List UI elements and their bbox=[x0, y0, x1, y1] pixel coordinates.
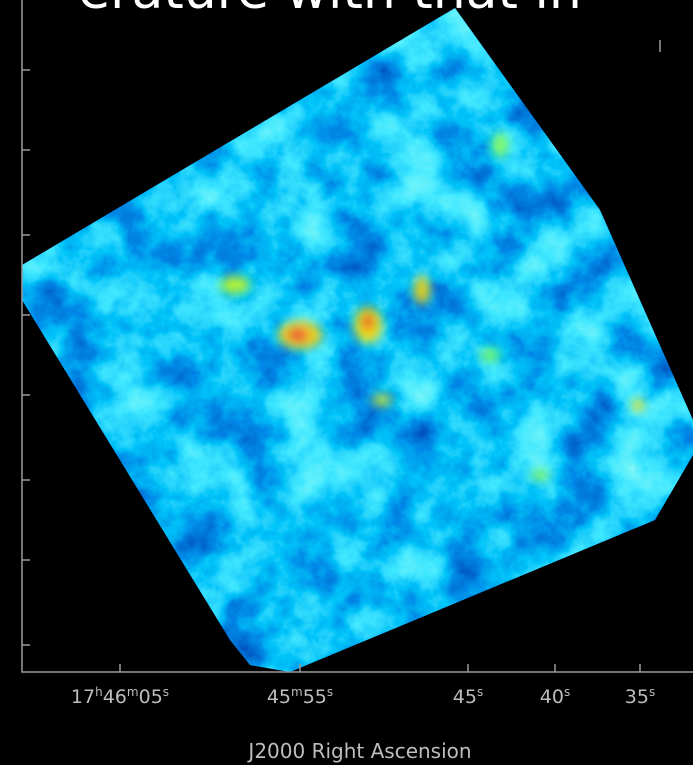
tick-unit: s bbox=[163, 685, 169, 699]
tick-unit: m bbox=[291, 685, 303, 699]
tick-value: 05 bbox=[139, 686, 163, 708]
tick-unit: s bbox=[327, 685, 333, 699]
tick-value: 35 bbox=[625, 686, 649, 708]
tick-value: 45 bbox=[453, 686, 477, 708]
cut-title: erature with that in bbox=[78, 0, 582, 21]
page: erature with that in J2000 Right Ascensi… bbox=[0, 0, 693, 765]
x-tick-label: 40s bbox=[540, 685, 570, 708]
tick-value: 17 bbox=[71, 686, 95, 708]
tick-unit: s bbox=[564, 685, 570, 699]
tick-value: 55 bbox=[303, 686, 327, 708]
tick-unit: h bbox=[95, 685, 103, 699]
sky-image bbox=[0, 0, 693, 680]
x-tick-label: 45s bbox=[453, 685, 483, 708]
x-tick-label: 35s bbox=[625, 685, 655, 708]
tick-unit: m bbox=[127, 685, 139, 699]
x-tick-label: 17h46m05s bbox=[71, 685, 169, 708]
x-axis-label: J2000 Right Ascension bbox=[246, 739, 471, 763]
tick-unit: s bbox=[477, 685, 483, 699]
tick-value: 40 bbox=[540, 686, 564, 708]
tick-value: 46 bbox=[103, 686, 127, 708]
tick-value: 45 bbox=[267, 686, 291, 708]
tick-unit: s bbox=[649, 685, 655, 699]
figure: erature with that in J2000 Right Ascensi… bbox=[0, 0, 693, 765]
x-tick-label: 45m55s bbox=[267, 685, 333, 708]
